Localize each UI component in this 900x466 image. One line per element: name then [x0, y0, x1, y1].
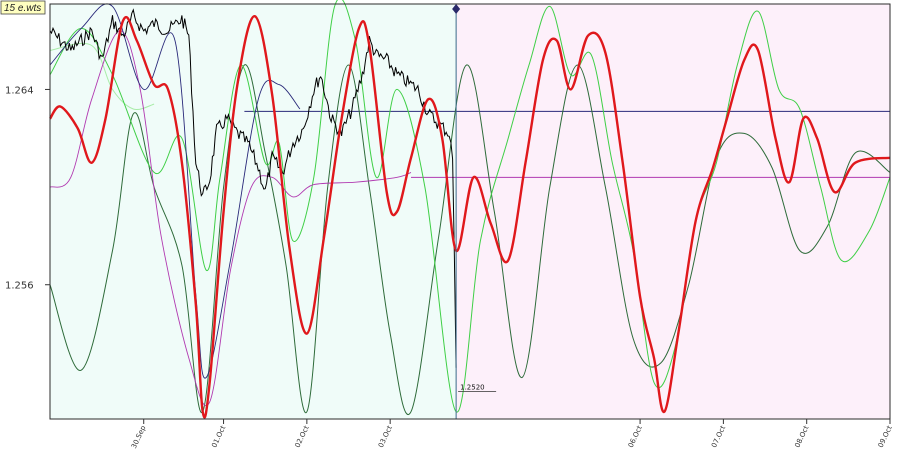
future-region: [456, 4, 890, 419]
badge: 15 e.wts: [0, 0, 46, 15]
x-tick-label: 30.Sep: [130, 424, 148, 450]
x-tick-label: 08.Oct: [793, 424, 810, 449]
past-region: [50, 4, 457, 419]
cursor-handle-icon[interactable]: [452, 4, 461, 14]
cursor-price-label: 1.2520: [460, 383, 485, 391]
y-tick-label: 1.256: [5, 281, 34, 292]
x-tick-label: 03.Oct: [377, 424, 394, 449]
x-tick-label: 01.Oct: [210, 424, 227, 449]
x-tick-label: 02.Oct: [294, 424, 311, 449]
series-layer: [48, 0, 891, 419]
badge-label: 15 e.wts: [4, 3, 41, 14]
series-pale-green-wave: [49, 42, 155, 111]
series-main-wave: [48, 14, 891, 419]
y-tick-label: 1.264: [5, 85, 34, 96]
x-axis: 30.Sep 01.Oct 02.Oct 03.Oct 06.Oct 07.Oct 08.O…: [130, 419, 894, 450]
y-axis: 1.264 1.256: [5, 85, 50, 292]
series-green-light-wave: [49, 0, 891, 413]
cursor-layer[interactable]: 1.2520: [452, 4, 497, 419]
badge-box: [0, 0, 46, 15]
series-green-dark-wave: [49, 64, 891, 415]
series-price: [49, 8, 457, 368]
plot-frame: [49, 3, 891, 420]
x-tick-label: 06.Oct: [627, 424, 644, 449]
series-magenta-wave: [49, 30, 412, 406]
x-tick-label: 07.Oct: [710, 424, 727, 449]
x-tick-label: 09.Oct: [877, 424, 894, 449]
